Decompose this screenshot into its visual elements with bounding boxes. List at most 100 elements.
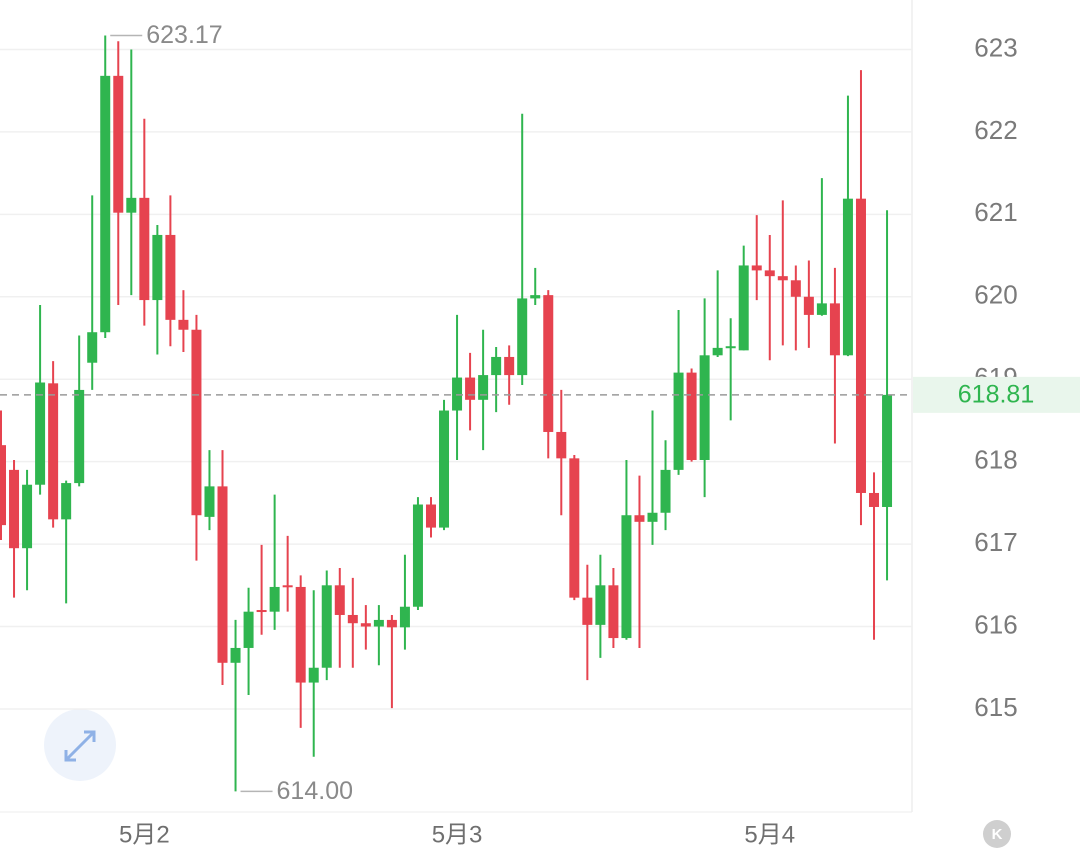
- candle-body: [87, 332, 98, 363]
- candle-body: [269, 586, 280, 612]
- candle: [478, 329, 489, 451]
- candle: [816, 178, 827, 316]
- candle-body: [412, 504, 423, 607]
- candle-body: [790, 280, 801, 297]
- y-tick-label: 621: [974, 197, 1017, 227]
- candle: [178, 290, 189, 353]
- candle: [660, 440, 671, 531]
- candle-body: [738, 265, 749, 351]
- y-tick-label: 618: [974, 445, 1017, 475]
- candle-body: [660, 469, 671, 513]
- candle: [100, 35, 111, 338]
- candle: [790, 265, 801, 351]
- candle: [282, 535, 293, 612]
- candle: [517, 113, 528, 385]
- candle-body: [882, 394, 893, 507]
- candle-body: [35, 382, 46, 485]
- candle: [48, 361, 59, 528]
- kline-button-label: K: [992, 826, 1003, 843]
- candle: [491, 347, 502, 413]
- candle: [425, 497, 436, 538]
- candle-body: [126, 197, 137, 213]
- candle: [113, 41, 124, 306]
- candle-body: [855, 198, 866, 493]
- candle-body: [699, 355, 710, 460]
- candle: [360, 605, 371, 650]
- candle-body: [478, 375, 489, 400]
- candle: [543, 290, 554, 459]
- candle: [556, 389, 567, 516]
- max-label: 623.17: [146, 21, 222, 49]
- candle-body: [295, 586, 306, 683]
- candle-body: [113, 75, 124, 213]
- candle: [869, 472, 880, 640]
- candle-body: [74, 389, 85, 484]
- candle-body: [204, 486, 215, 517]
- candle: [569, 455, 580, 601]
- candle: [803, 260, 814, 348]
- candle-body: [829, 303, 840, 356]
- candle: [829, 267, 840, 444]
- candle-body: [243, 611, 254, 648]
- candle: [152, 225, 163, 355]
- candle-body: [347, 614, 358, 624]
- expand-button[interactable]: [44, 709, 116, 781]
- candle-body: [764, 270, 775, 277]
- candle: [530, 267, 541, 306]
- candle-body: [334, 585, 345, 615]
- candle: [855, 70, 866, 526]
- candle-body: [360, 623, 371, 627]
- y-tick-label: 617: [974, 527, 1017, 557]
- candle: [647, 410, 658, 545]
- candle: [764, 234, 775, 361]
- kline-button-bg[interactable]: [983, 820, 1011, 848]
- candle-body: [686, 372, 697, 460]
- candle-body: [152, 234, 163, 301]
- candle-body: [22, 484, 33, 549]
- min-label: 614.00: [277, 777, 353, 805]
- x-tick-label: 5月4: [744, 821, 795, 848]
- candle: [22, 469, 33, 591]
- candle-body: [0, 445, 6, 526]
- candle: [74, 335, 85, 487]
- candle: [751, 215, 762, 301]
- candle-body: [399, 606, 410, 628]
- candle-body: [634, 515, 645, 522]
- candle-body: [816, 303, 827, 315]
- candle: [61, 480, 72, 604]
- candle: [269, 494, 280, 630]
- candle: [87, 195, 98, 390]
- candle: [35, 305, 46, 495]
- candle-body: [308, 667, 319, 683]
- candle-body: [48, 383, 59, 520]
- candle: [399, 554, 410, 650]
- last-price-box: [913, 376, 1080, 413]
- x-tick-label: 5月2: [119, 821, 170, 848]
- y-tick-label: 622: [974, 115, 1017, 145]
- candle: [308, 590, 319, 757]
- y-tick-label: 615: [974, 692, 1017, 722]
- candle: [217, 450, 228, 686]
- candle-body: [595, 585, 606, 625]
- candle-body: [217, 486, 228, 663]
- kline-button[interactable]: K: [983, 820, 1011, 848]
- candle-body: [452, 377, 463, 411]
- candle-body: [608, 585, 619, 639]
- candle: [347, 577, 358, 668]
- candle-body: [321, 585, 332, 668]
- candle: [0, 410, 6, 540]
- candle: [373, 605, 384, 666]
- y-tick-label: 616: [974, 609, 1017, 639]
- candle-body: [256, 610, 267, 613]
- candle-body: [842, 198, 853, 356]
- x-tick-label: 5月3: [432, 821, 483, 848]
- candle-body: [673, 372, 684, 470]
- expand-icon: [64, 730, 96, 762]
- candle: [738, 245, 749, 351]
- candle: [139, 118, 150, 326]
- candle-body: [504, 356, 515, 376]
- candle-body: [165, 234, 176, 320]
- candle-body: [9, 469, 20, 549]
- candle: [465, 352, 476, 431]
